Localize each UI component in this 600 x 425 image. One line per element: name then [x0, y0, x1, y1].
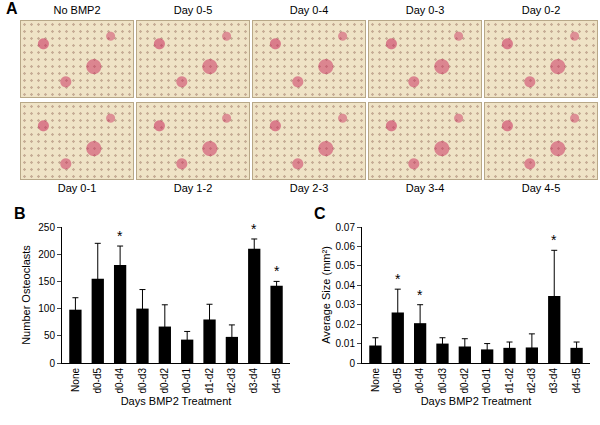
- svg-text:d0-d4: d0-d4: [114, 368, 125, 394]
- svg-text:0: 0: [349, 358, 355, 369]
- html-text:Day 0-5: Day 0-5: [173, 4, 213, 16]
- svg-text:0.06: 0.06: [336, 241, 356, 252]
- svg-text:*: *: [251, 221, 257, 237]
- svg-text:B: B: [14, 205, 26, 222]
- svg-text:d0-d4: d0-d4: [414, 368, 425, 394]
- svg-text:0.05: 0.05: [336, 260, 356, 271]
- svg-text:d0-d3: d0-d3: [137, 368, 148, 394]
- svg-text:0.04: 0.04: [336, 280, 356, 291]
- svg-text:d1-d2: d1-d2: [204, 368, 215, 394]
- svg-text:d0-d3: d0-d3: [437, 368, 448, 394]
- svg-text:d4-d5: d4-d5: [571, 368, 582, 394]
- svg-text:*: *: [274, 263, 280, 279]
- svg-text:*: *: [117, 228, 123, 244]
- svg-text:d3-d4: d3-d4: [548, 368, 559, 394]
- svg-text:100: 100: [38, 303, 55, 314]
- svg-text:Days BMP2 Treatment: Days BMP2 Treatment: [121, 395, 232, 407]
- svg-text:0.03: 0.03: [336, 299, 356, 310]
- html-text:Day 0-3: Day 0-3: [405, 4, 445, 16]
- svg-text:Days BMP2 Treatment: Days BMP2 Treatment: [421, 395, 532, 407]
- html-text:Day 0-4: Day 0-4: [289, 4, 329, 16]
- svg-text:None: None: [70, 368, 81, 392]
- svg-text:150: 150: [38, 276, 55, 287]
- svg-text:d0-d2: d0-d2: [159, 368, 170, 394]
- html-text:Day 2-3: Day 2-3: [289, 182, 329, 194]
- svg-text:d0-d5: d0-d5: [92, 368, 103, 394]
- svg-text:d2-d3: d2-d3: [526, 368, 537, 394]
- svg-text:250: 250: [38, 222, 55, 233]
- svg-text:d0-d2: d0-d2: [459, 368, 470, 394]
- svg-text:200: 200: [38, 249, 55, 260]
- svg-text:0.01: 0.01: [336, 338, 356, 349]
- svg-text:Average Size (mm²): Average Size (mm²): [320, 246, 332, 344]
- svg-text:*: *: [395, 271, 401, 287]
- html-text:Day 0-1: Day 0-1: [57, 182, 97, 194]
- svg-text:d0-d1: d0-d1: [181, 368, 192, 394]
- svg-text:0.07: 0.07: [336, 222, 356, 233]
- svg-text:d0-d5: d0-d5: [392, 368, 403, 394]
- svg-text:d2-d3: d2-d3: [226, 368, 237, 394]
- svg-text:0: 0: [49, 358, 55, 369]
- html-text:No BMP2: No BMP2: [53, 4, 101, 16]
- svg-text:50: 50: [44, 330, 56, 341]
- html-text:Day 1-2: Day 1-2: [173, 182, 213, 194]
- svg-text:None: None: [370, 368, 381, 392]
- svg-text:Number Osteoclasts: Number Osteoclasts: [20, 245, 32, 345]
- svg-text:0.02: 0.02: [336, 319, 356, 330]
- svg-text:d1-d2: d1-d2: [504, 368, 515, 394]
- svg-text:*: *: [417, 287, 423, 303]
- svg-text:d0-d1: d0-d1: [481, 368, 492, 394]
- html-text:A: A: [6, 0, 18, 17]
- svg-text:*: *: [551, 232, 557, 248]
- svg-text:d3-d4: d3-d4: [248, 368, 259, 394]
- svg-text:C: C: [314, 205, 326, 222]
- html-text:Day 0-2: Day 0-2: [521, 4, 561, 16]
- html-text:Day 4-5: Day 4-5: [521, 182, 561, 194]
- svg-text:d4-d5: d4-d5: [271, 368, 282, 394]
- html-text:Day 3-4: Day 3-4: [405, 182, 445, 194]
